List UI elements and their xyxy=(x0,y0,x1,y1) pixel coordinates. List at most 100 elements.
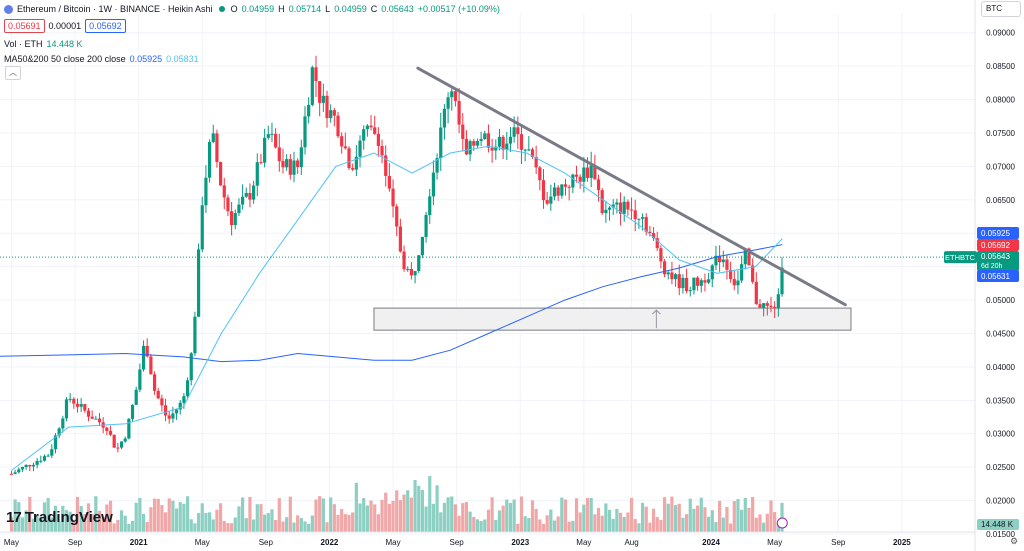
candle-body xyxy=(461,124,465,139)
candle-body xyxy=(171,413,175,419)
candle-body xyxy=(718,255,722,263)
volume-bar xyxy=(387,503,391,532)
ma50-value: 0.05925 xyxy=(129,54,163,64)
candle-body xyxy=(130,404,135,419)
volume-bar xyxy=(688,498,692,532)
candle-body xyxy=(563,184,568,187)
ohlc-high-label: H xyxy=(278,4,285,14)
gear-icon[interactable]: ⚙ xyxy=(1010,536,1019,546)
volume-bar xyxy=(446,497,450,532)
candle-body xyxy=(571,174,575,188)
volume-bar xyxy=(39,517,43,532)
candle-body xyxy=(729,269,733,280)
candle-body xyxy=(475,141,480,146)
candle-body xyxy=(145,345,149,357)
volume-bar xyxy=(384,492,388,532)
volume-bar xyxy=(189,519,193,532)
time-tick-label: 2025 xyxy=(893,538,911,547)
volume-bar xyxy=(307,523,311,532)
candle-body xyxy=(402,251,406,270)
price-tick-label: 0.01500 xyxy=(986,530,1015,539)
volume-bar xyxy=(167,498,171,532)
candle-body xyxy=(174,409,179,414)
volume-bar xyxy=(450,496,454,532)
volume-bar xyxy=(413,480,417,532)
price-tick-label: 0.03500 xyxy=(986,396,1015,405)
symbol-title[interactable]: Ethereum / Bitcoin · 1W · BINANCE · Heik… xyxy=(17,4,213,14)
candle-body xyxy=(9,473,14,475)
candle-body xyxy=(307,104,311,117)
buy-button[interactable]: 0.05692 xyxy=(85,19,126,33)
volume-bar xyxy=(574,498,579,532)
candle-body xyxy=(17,469,21,473)
chevron-up-icon[interactable]: ︿ xyxy=(5,66,21,80)
candle-body xyxy=(530,149,535,158)
volume-bar xyxy=(50,517,54,532)
volume-bar xyxy=(281,521,285,532)
volume-bar xyxy=(86,503,91,532)
volume-bar xyxy=(666,503,670,532)
volume-bar xyxy=(596,508,601,532)
volume-bar xyxy=(651,508,656,532)
grid xyxy=(0,14,975,535)
volume-bar xyxy=(505,499,509,532)
candle-body xyxy=(747,248,751,266)
time-tick-label: 2023 xyxy=(511,538,529,547)
candle-body xyxy=(90,416,94,419)
volume-bar xyxy=(527,518,531,532)
candle-body xyxy=(156,390,160,399)
candle-body xyxy=(472,141,476,146)
volume-bar xyxy=(185,496,190,532)
volume-bar xyxy=(552,520,557,532)
volume-bar xyxy=(622,516,626,532)
sell-axis-tag-label: 0.05692 xyxy=(981,241,1010,250)
candle-body xyxy=(710,265,714,280)
volume-bar xyxy=(369,500,373,532)
volume-bar xyxy=(130,520,135,532)
volume-legend[interactable]: Vol · ETH 14.448 K xyxy=(4,39,83,49)
volume-bar xyxy=(75,496,80,532)
sell-button[interactable]: 0.05691 xyxy=(4,19,45,33)
volume-bar xyxy=(108,500,113,532)
volume-bar xyxy=(193,523,197,532)
candle-body xyxy=(376,133,380,147)
candle-body xyxy=(615,202,619,205)
currency-select[interactable]: BTC xyxy=(981,1,1021,17)
volume-bar xyxy=(593,514,597,532)
time-tick-label: May xyxy=(576,538,591,547)
volume-bar xyxy=(699,497,703,532)
ma200-axis-tag-label: 0.05631 xyxy=(981,272,1010,281)
candle-body xyxy=(684,277,689,292)
candle-body xyxy=(453,91,458,101)
candle-body xyxy=(464,138,469,155)
candle-body xyxy=(420,236,425,256)
volume-bar xyxy=(501,505,505,532)
candle-body xyxy=(688,290,692,292)
candle-body xyxy=(424,215,428,237)
candle-body xyxy=(659,248,663,262)
volume-bar xyxy=(747,507,751,532)
candle-body xyxy=(743,248,747,265)
ma50-axis-tag-box xyxy=(977,227,1019,239)
volume-bar xyxy=(703,507,707,532)
candle-body xyxy=(519,134,524,150)
candle-body xyxy=(270,133,274,135)
candle-body xyxy=(61,418,65,429)
volume-bar xyxy=(545,515,549,532)
candle-body xyxy=(244,192,248,197)
candle-body xyxy=(773,307,777,309)
candle-body xyxy=(134,389,138,405)
candle-body xyxy=(541,180,546,201)
candle-body xyxy=(362,129,366,141)
ma-legend[interactable]: MA50&200 50 close 200 close 0.05925 0.05… xyxy=(4,54,199,64)
volume-bar xyxy=(314,499,318,532)
time-tick-label: Sep xyxy=(68,538,83,547)
spread-value: 0.00001 xyxy=(48,21,82,31)
candle-body xyxy=(446,97,450,109)
tradingview-logo[interactable]: 17 TradingView xyxy=(6,509,113,526)
candle-body xyxy=(380,146,384,156)
candle-body xyxy=(288,159,292,175)
candle-body xyxy=(332,110,336,116)
